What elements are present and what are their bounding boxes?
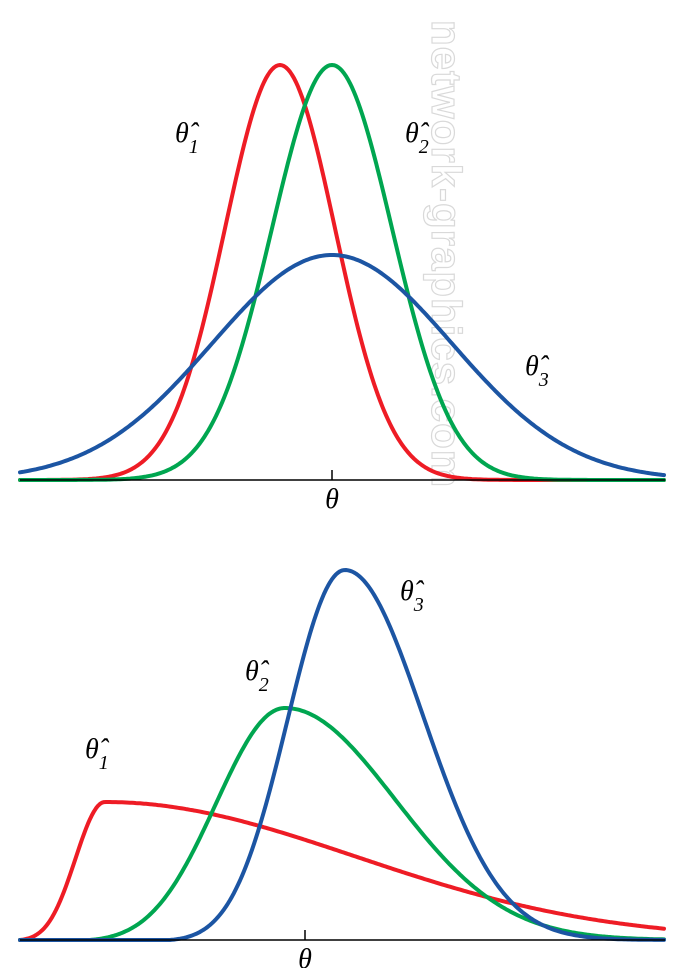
curve-t3 (20, 255, 664, 475)
svg-text:θ̂3: θ̂3 (400, 576, 425, 616)
watermark: network-graphics.com (423, 20, 470, 488)
curve-label: θ̂1 (85, 734, 110, 774)
curve-t1 (20, 65, 664, 480)
curve-label: θ̂3 (525, 351, 550, 391)
curve-label: θ̂3 (400, 576, 425, 616)
chart-svg: network-graphics.comθθ̂1θ̂2θ̂3θθ̂1θ̂2θ̂3 (0, 0, 689, 968)
curve-b1 (20, 802, 664, 940)
curve-t2 (20, 65, 664, 480)
curve-b3 (20, 570, 664, 940)
top-theta-label: θ (325, 484, 339, 515)
curve-b2 (20, 708, 664, 940)
curve-label: θ̂1 (175, 118, 200, 158)
svg-text:θ̂2: θ̂2 (245, 656, 270, 696)
svg-text:network-graphics.com: network-graphics.com (423, 20, 470, 488)
svg-text:θ̂1: θ̂1 (175, 118, 200, 158)
svg-text:θ̂1: θ̂1 (85, 734, 110, 774)
chart-container: network-graphics.comθθ̂1θ̂2θ̂3θθ̂1θ̂2θ̂3 (0, 0, 689, 968)
curve-label: θ̂2 (245, 656, 270, 696)
bottom-theta-label: θ (298, 944, 312, 968)
svg-text:θ̂3: θ̂3 (525, 351, 550, 391)
